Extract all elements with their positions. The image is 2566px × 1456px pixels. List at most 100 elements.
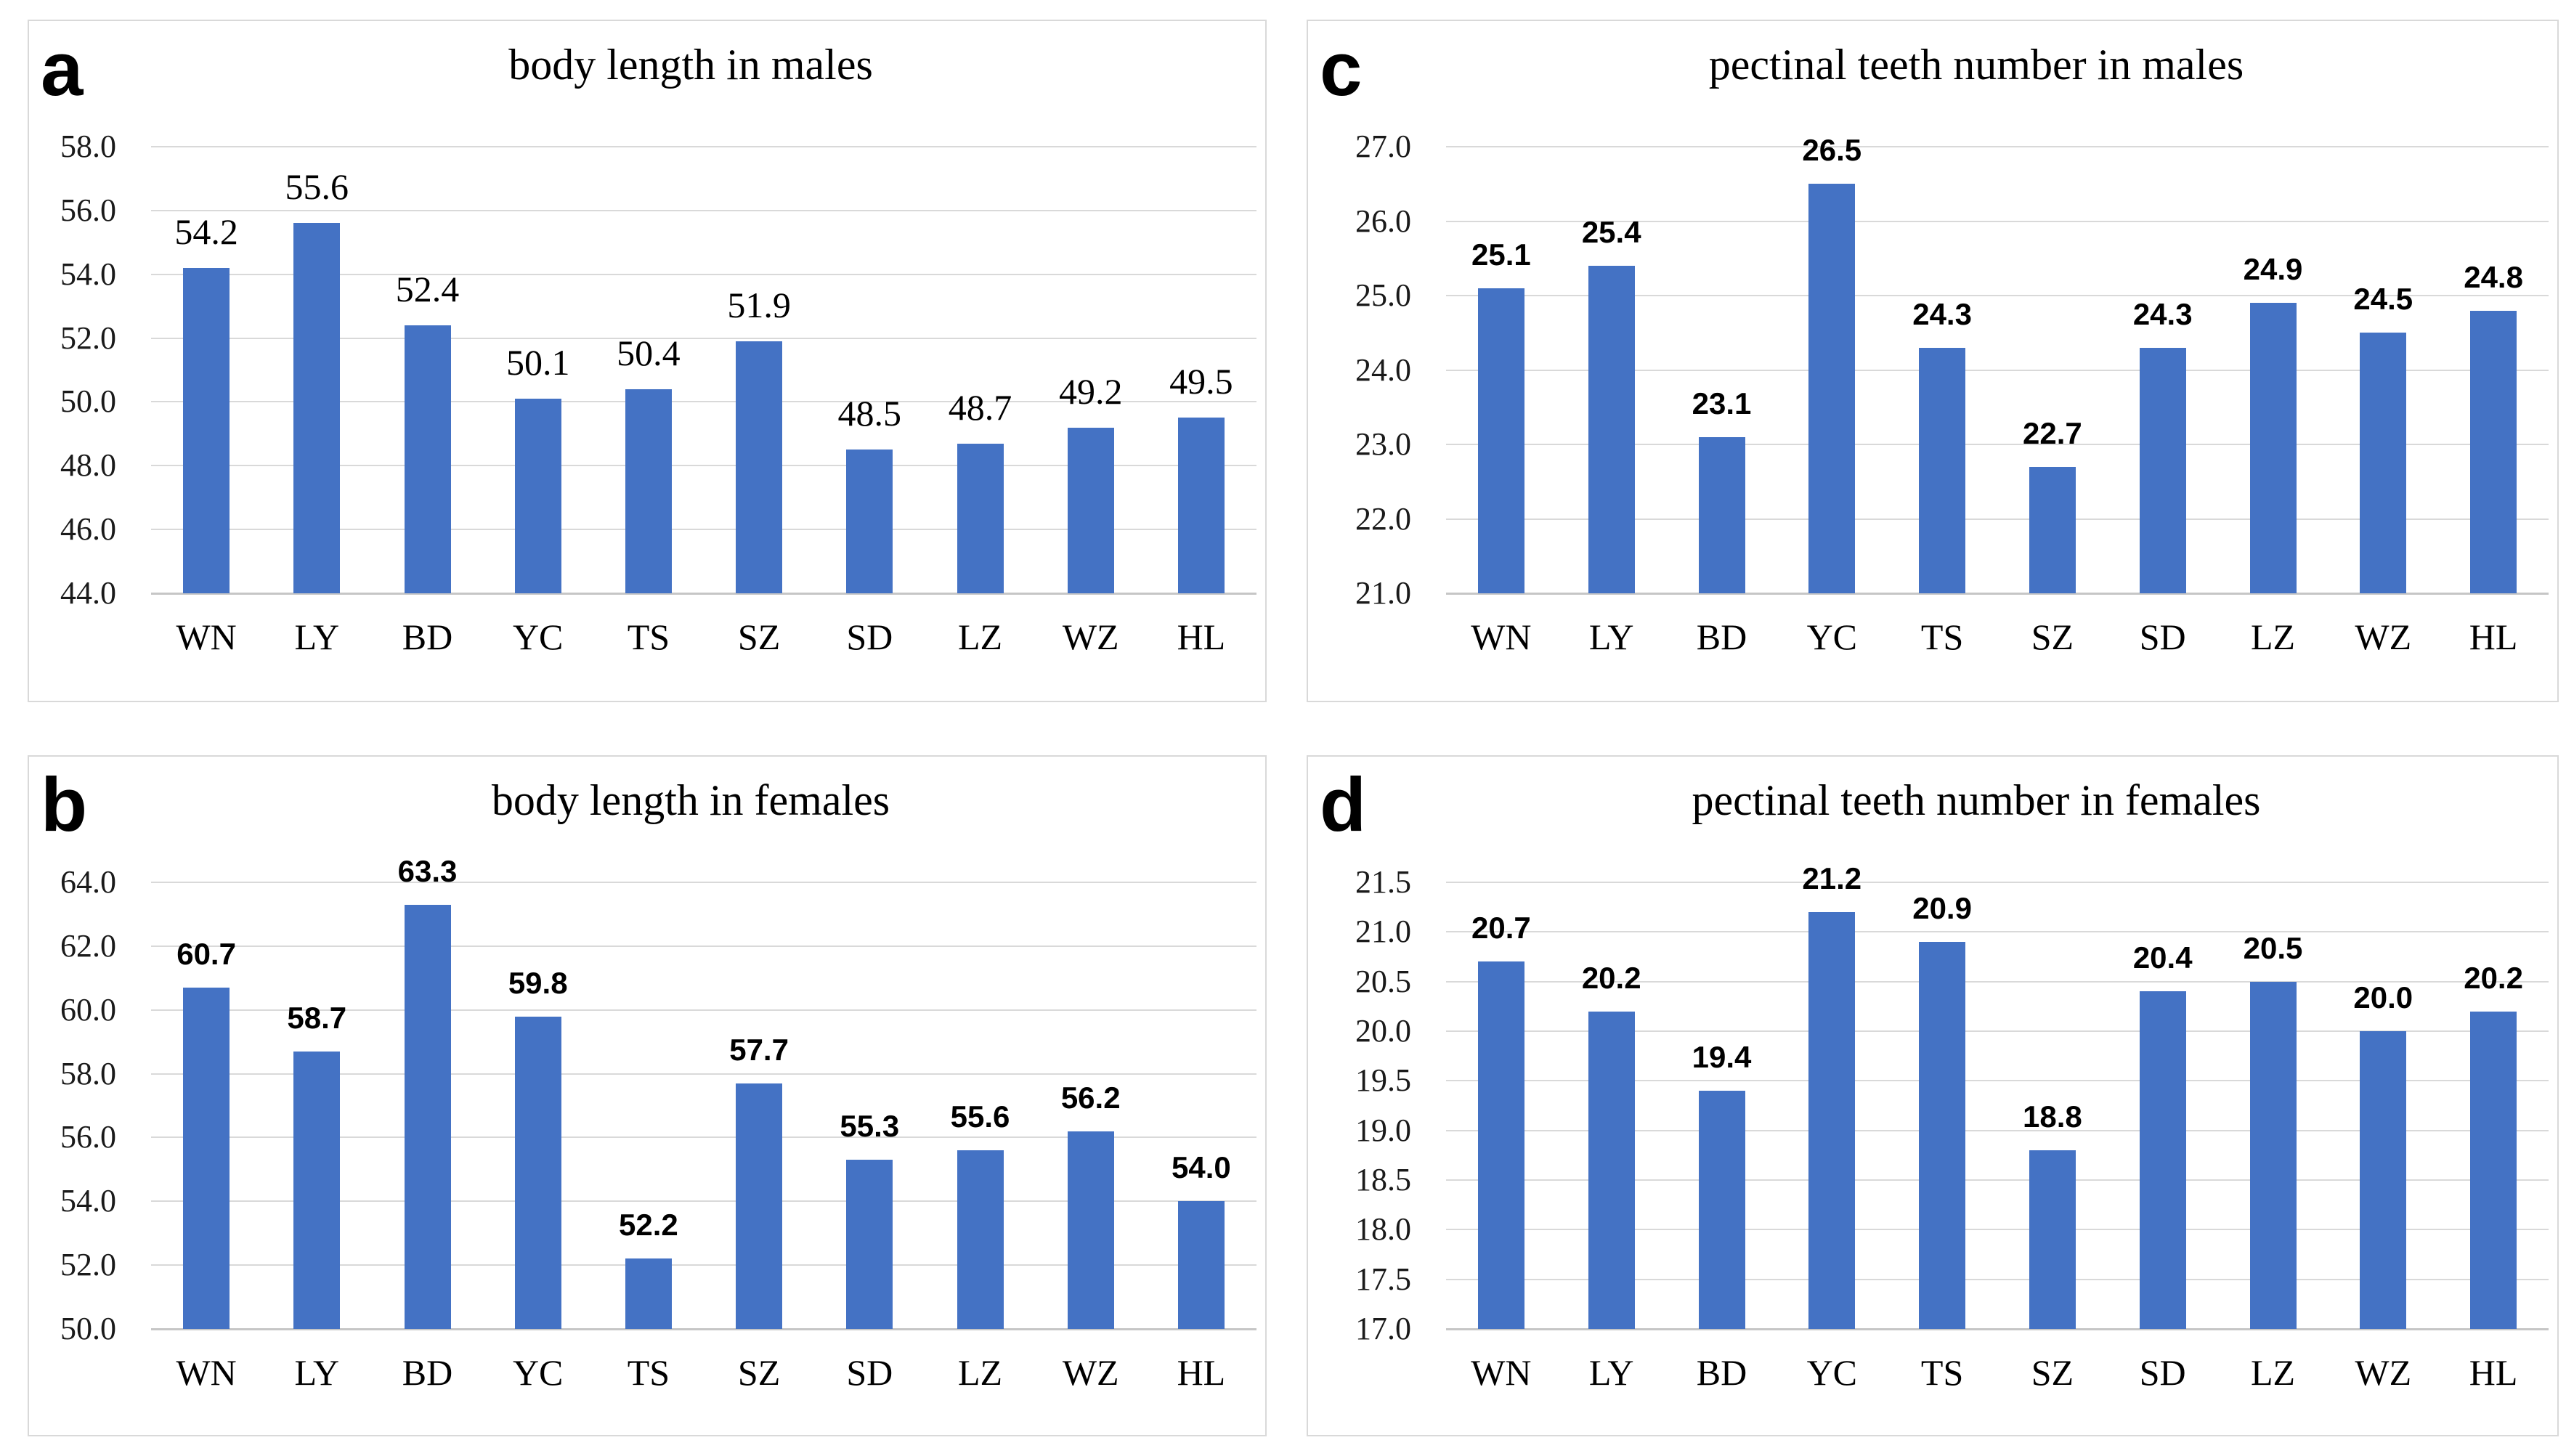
value-label-YC: 59.8: [508, 965, 568, 1000]
x-tick-label-HL: HL: [2469, 1352, 2518, 1393]
value-label-TS: 24.3: [1912, 296, 1972, 331]
x-tick-label-SZ: SZ: [2031, 617, 2074, 657]
bar-SZ: [2029, 1150, 2076, 1329]
value-label-WZ: 49.2: [1058, 370, 1123, 412]
value-label-LZ: 48.7: [948, 386, 1012, 428]
x-tick-label-SD: SD: [2139, 1352, 2186, 1393]
x-tick-label-LY: LY: [1588, 1352, 1634, 1393]
x-tick-label-LY: LY: [1588, 617, 1634, 657]
gridline: [1446, 1080, 2549, 1082]
x-tick-label-LZ: LZ: [2250, 1352, 2296, 1393]
chart-title-a: body length in males: [508, 41, 873, 89]
gridline: [1446, 882, 2549, 883]
value-label-SZ: 51.9: [727, 284, 791, 325]
bar-YC: [1808, 184, 1856, 593]
bar-TS: [1919, 942, 1966, 1329]
value-label-SD: 20.4: [2132, 940, 2193, 975]
chart-panel-c: c pectinal teeth number in males 27.0 26.…: [1307, 20, 2559, 702]
chart-panel-d: d pectinal teeth number in females 21.5 2…: [1307, 755, 2559, 1436]
value-label-BD: 19.4: [1692, 1040, 1752, 1074]
bar-YC: [1808, 912, 1856, 1329]
x-axis-line: [151, 1328, 1256, 1330]
x-tick-label-TS: TS: [627, 617, 670, 657]
x-tick-label-BD: BD: [1696, 617, 1747, 657]
value-label-TS: 20.9: [1912, 891, 1972, 925]
value-label-SZ: 57.7: [729, 1032, 789, 1067]
bar-WZ: [1067, 1131, 1114, 1329]
value-label-LY: 55.6: [285, 166, 349, 208]
gridline: [1446, 1129, 2549, 1131]
y-tick-label: 52.0: [60, 1247, 116, 1283]
gridline: [151, 465, 1256, 467]
y-tick-label: 48.0: [60, 447, 116, 484]
y-tick-label: 19.0: [1355, 1112, 1411, 1148]
x-axis-line: [151, 593, 1256, 595]
plot-area-c: 27.0 26.0 25.0 24.0 23.0 22.0 21.0 25.1 WN 25.4 LY…: [1308, 21, 2557, 701]
gridline: [1446, 444, 2549, 445]
bar-WZ: [2360, 333, 2407, 593]
y-tick-label: 46.0: [60, 511, 116, 548]
x-tick-label-BD: BD: [402, 617, 453, 657]
gridline: [1446, 1030, 2549, 1032]
y-tick-label: 56.0: [60, 192, 116, 228]
value-label-SD: 48.5: [837, 393, 902, 434]
x-tick-label-BD: BD: [402, 1352, 453, 1393]
bar-HL: [1177, 418, 1225, 593]
gridline: [151, 882, 1256, 883]
bar-SZ: [2029, 466, 2076, 593]
y-tick-label: 18.5: [1355, 1162, 1411, 1197]
y-tick-label: 52.0: [60, 320, 116, 356]
value-label-YC: 26.5: [1802, 133, 1862, 168]
x-tick-label-LZ: LZ: [2250, 617, 2296, 657]
x-tick-label-SD: SD: [846, 1352, 893, 1393]
y-tick-label: 50.0: [60, 383, 116, 420]
chart-panel-b: b body length in females 64.0 62.0 60.0 58.…: [28, 755, 1267, 1436]
y-tick-label: 21.0: [1355, 914, 1411, 950]
value-label-YC: 50.1: [506, 342, 570, 383]
y-tick-label: 54.0: [60, 256, 116, 292]
plot-area-b: 64.0 62.0 60.0 58.0 56.0 54.0 52.0 50.0 60.7 WN 58…: [29, 757, 1265, 1435]
y-tick-label: 60.0: [60, 991, 116, 1028]
gridline: [151, 1200, 1256, 1203]
value-label-WN: 20.7: [1471, 911, 1531, 945]
y-tick-label: 56.0: [60, 1119, 116, 1155]
x-tick-label-HL: HL: [2469, 617, 2518, 657]
plot-area-d: 21.5 21.0 20.5 20.0 19.5 19.0 18.5 18.0 17.5 17.0…: [1308, 757, 2557, 1435]
y-tick-label: 58.0: [60, 1055, 116, 1091]
gridline: [151, 1136, 1256, 1139]
bar-HL: [1177, 1201, 1225, 1329]
gridline: [151, 146, 1256, 147]
y-tick-label: 21.0: [1355, 575, 1411, 611]
y-tick-label: 58.0: [60, 129, 116, 164]
x-axis-line: [1446, 593, 2549, 595]
y-tick-label: 17.5: [1355, 1261, 1411, 1297]
bar-BD: [404, 325, 451, 593]
value-label-WN: 60.7: [176, 936, 236, 971]
y-tick-label: 54.0: [60, 1183, 116, 1219]
y-tick-label: 23.0: [1355, 426, 1411, 462]
x-tick-label-SZ: SZ: [737, 617, 781, 657]
gridline: [151, 1009, 1256, 1011]
value-label-LY: 25.4: [1581, 215, 1641, 249]
bar-SD: [2139, 347, 2186, 593]
value-label-LY: 20.2: [1581, 960, 1641, 995]
bar-WN: [183, 987, 230, 1329]
bar-LY: [293, 1051, 341, 1329]
chart-title-c: pectinal teeth number in males: [1708, 41, 2244, 89]
value-label-SZ: 22.7: [2023, 415, 2082, 450]
value-label-WN: 54.2: [174, 211, 238, 252]
x-tick-label-SZ: SZ: [2031, 1352, 2074, 1393]
y-tick-label: 20.0: [1355, 1013, 1411, 1049]
value-label-SD: 55.3: [840, 1109, 900, 1144]
x-tick-label-WZ: WZ: [2355, 617, 2412, 657]
value-label-BD: 23.1: [1692, 386, 1752, 420]
bar-HL: [2470, 310, 2517, 593]
value-label-LY: 58.7: [287, 1000, 347, 1035]
gridline: [1446, 220, 2549, 222]
gridline: [1446, 931, 2549, 933]
y-tick-label: 17.0: [1355, 1311, 1411, 1346]
x-tick-label-WZ: WZ: [2355, 1352, 2412, 1393]
panel-letter-b: b: [41, 762, 88, 847]
value-label-LZ: 55.6: [950, 1099, 1010, 1134]
gridline: [151, 401, 1256, 403]
